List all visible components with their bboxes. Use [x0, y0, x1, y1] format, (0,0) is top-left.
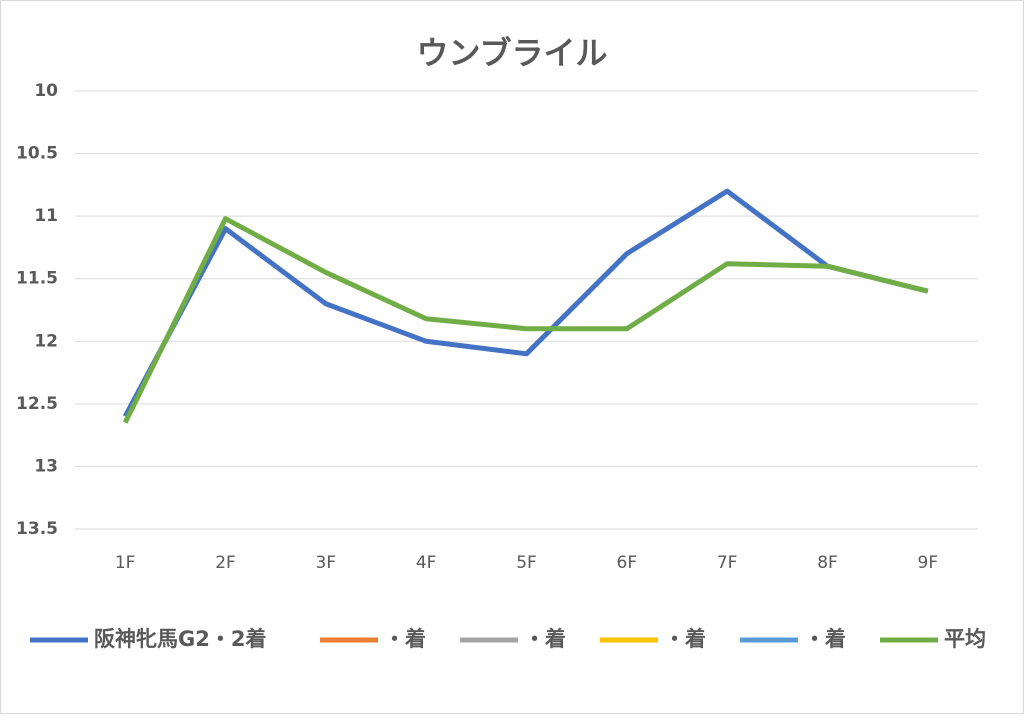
chart-title: ウンブライル: [416, 34, 607, 72]
y-tick-label: 11.5: [16, 269, 58, 289]
x-tick-label: 6F: [617, 553, 638, 573]
legend-label: ・着: [804, 627, 846, 651]
y-tick-label: 12: [34, 331, 58, 351]
x-tick-label: 3F: [316, 553, 337, 573]
x-tick-label: 1F: [115, 553, 136, 573]
x-tick-label: 5F: [516, 553, 537, 573]
y-tick-label: 10.5: [16, 144, 58, 164]
x-tick-label: 7F: [717, 553, 738, 573]
y-tick-label: 13: [34, 456, 58, 476]
legend-label: ・着: [384, 627, 426, 651]
y-tick-label: 10: [34, 81, 58, 101]
legend-label: 平均: [944, 627, 986, 651]
legend-label: ・着: [524, 627, 566, 651]
y-tick-label: 13.5: [16, 519, 58, 539]
legend-label: ・着: [664, 627, 706, 651]
x-tick-label: 8F: [817, 553, 838, 573]
legend-label: 阪神牝馬G2・2着: [94, 627, 266, 651]
x-tick-label: 2F: [215, 553, 236, 573]
x-tick-label: 4F: [416, 553, 437, 573]
line-series: [122, 216, 929, 424]
y-tick-label: 12.5: [16, 394, 58, 414]
x-tick-label: 9F: [918, 553, 939, 573]
y-tick-label: 11: [34, 206, 58, 226]
line-series: [122, 188, 929, 418]
